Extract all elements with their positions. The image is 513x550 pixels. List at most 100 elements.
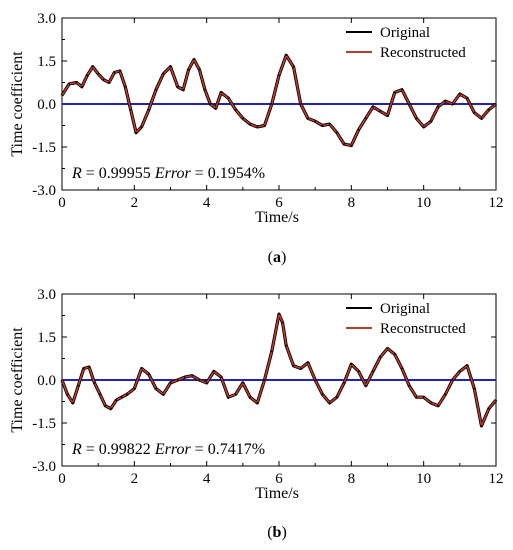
data-point bbox=[93, 382, 96, 384]
stats-annotation: R = 0.99822 Error = 0.7417% bbox=[71, 441, 265, 458]
data-point bbox=[256, 126, 259, 128]
data-point bbox=[401, 88, 403, 91]
data-point bbox=[430, 402, 432, 404]
data-point bbox=[72, 402, 74, 404]
data-point bbox=[321, 393, 324, 396]
x-tick-label: 2 bbox=[131, 471, 139, 487]
data-point bbox=[466, 97, 468, 100]
data-point bbox=[430, 120, 432, 122]
data-point bbox=[77, 384, 80, 387]
data-point bbox=[169, 382, 172, 384]
data-point bbox=[487, 108, 490, 111]
data-point bbox=[120, 396, 123, 399]
data-point bbox=[328, 123, 331, 125]
panel-label: (b) bbox=[267, 524, 287, 541]
data-point bbox=[227, 396, 230, 399]
data-point bbox=[104, 405, 107, 407]
data-point bbox=[386, 114, 389, 117]
series-reconstructed-line bbox=[61, 54, 497, 147]
data-point bbox=[119, 70, 121, 72]
x-tick-label: 4 bbox=[203, 195, 211, 211]
data-point bbox=[204, 88, 206, 91]
data-point bbox=[343, 143, 345, 145]
data-point bbox=[386, 347, 389, 350]
data-point bbox=[209, 103, 212, 105]
data-point bbox=[270, 103, 273, 105]
data-point bbox=[372, 106, 374, 108]
y-tick-label: -3.0 bbox=[32, 183, 56, 199]
data-point bbox=[133, 387, 136, 390]
data-point bbox=[408, 103, 411, 105]
data-point bbox=[242, 117, 244, 120]
y-tick-label: 3.0 bbox=[37, 287, 56, 303]
data-point bbox=[68, 83, 71, 85]
data-point bbox=[278, 313, 280, 315]
data-point bbox=[408, 384, 411, 387]
data-point bbox=[372, 370, 374, 373]
y-tick-label: 0.0 bbox=[37, 373, 56, 389]
data-point bbox=[321, 124, 324, 127]
x-tick-label: 10 bbox=[416, 195, 431, 211]
data-point bbox=[148, 108, 150, 111]
data-point bbox=[480, 117, 483, 120]
data-point bbox=[285, 54, 288, 57]
data-point bbox=[249, 396, 251, 399]
y-axis-title: Time coefficient bbox=[9, 51, 26, 157]
y-tick-label: -1.5 bbox=[32, 416, 56, 432]
data-point bbox=[401, 367, 403, 370]
data-point bbox=[86, 74, 89, 77]
data-point bbox=[281, 321, 284, 324]
data-point bbox=[220, 376, 222, 378]
data-point bbox=[263, 379, 266, 381]
data-point bbox=[336, 131, 338, 134]
data-point bbox=[270, 350, 273, 353]
y-axis-title: Time coefficient bbox=[9, 327, 26, 433]
data-point bbox=[148, 373, 150, 376]
data-point bbox=[495, 103, 497, 105]
data-point bbox=[249, 123, 251, 125]
data-point bbox=[459, 93, 461, 95]
data-point bbox=[140, 126, 143, 128]
data-point bbox=[108, 81, 110, 84]
data-point bbox=[66, 393, 69, 396]
y-tick-label: -3.0 bbox=[32, 459, 56, 475]
data-point bbox=[102, 78, 105, 81]
data-point bbox=[422, 396, 425, 399]
x-tick-label: 12 bbox=[489, 195, 504, 211]
data-point bbox=[444, 393, 447, 396]
data-point bbox=[256, 402, 259, 404]
chart-panel-a: 3.0 1.5 0.0 -1.5 -3.00 2 4 6 8 10 12 Time/s Time coe… bbox=[9, 11, 504, 266]
data-point bbox=[187, 68, 190, 71]
data-point bbox=[314, 120, 316, 122]
data-point bbox=[473, 111, 476, 114]
data-point bbox=[422, 126, 425, 128]
data-point bbox=[357, 370, 360, 373]
data-point bbox=[292, 65, 295, 68]
data-point bbox=[155, 387, 157, 390]
data-point bbox=[263, 124, 266, 127]
data-point bbox=[155, 88, 157, 91]
data-point bbox=[444, 100, 447, 102]
data-point bbox=[466, 364, 468, 367]
data-point bbox=[198, 379, 201, 381]
data-point bbox=[299, 367, 302, 370]
data-point bbox=[292, 364, 295, 367]
y-tick-label: -1.5 bbox=[32, 140, 56, 156]
data-point bbox=[169, 65, 172, 68]
data-point bbox=[285, 344, 288, 347]
data-point bbox=[220, 91, 222, 94]
data-point bbox=[91, 65, 94, 68]
x-tick-label: 0 bbox=[58, 471, 66, 487]
data-point bbox=[307, 117, 309, 120]
data-point bbox=[234, 108, 237, 111]
data-point bbox=[97, 73, 99, 75]
data-point bbox=[379, 356, 382, 358]
legend-label-original: Original bbox=[380, 25, 430, 41]
data-point bbox=[213, 370, 215, 373]
data-point bbox=[350, 363, 353, 366]
stats-annotation: R = 0.99955 Error = 0.1954% bbox=[71, 165, 265, 182]
legend-label-original: Original bbox=[380, 301, 430, 317]
series-original-line bbox=[60, 53, 497, 148]
data-point bbox=[328, 402, 331, 404]
